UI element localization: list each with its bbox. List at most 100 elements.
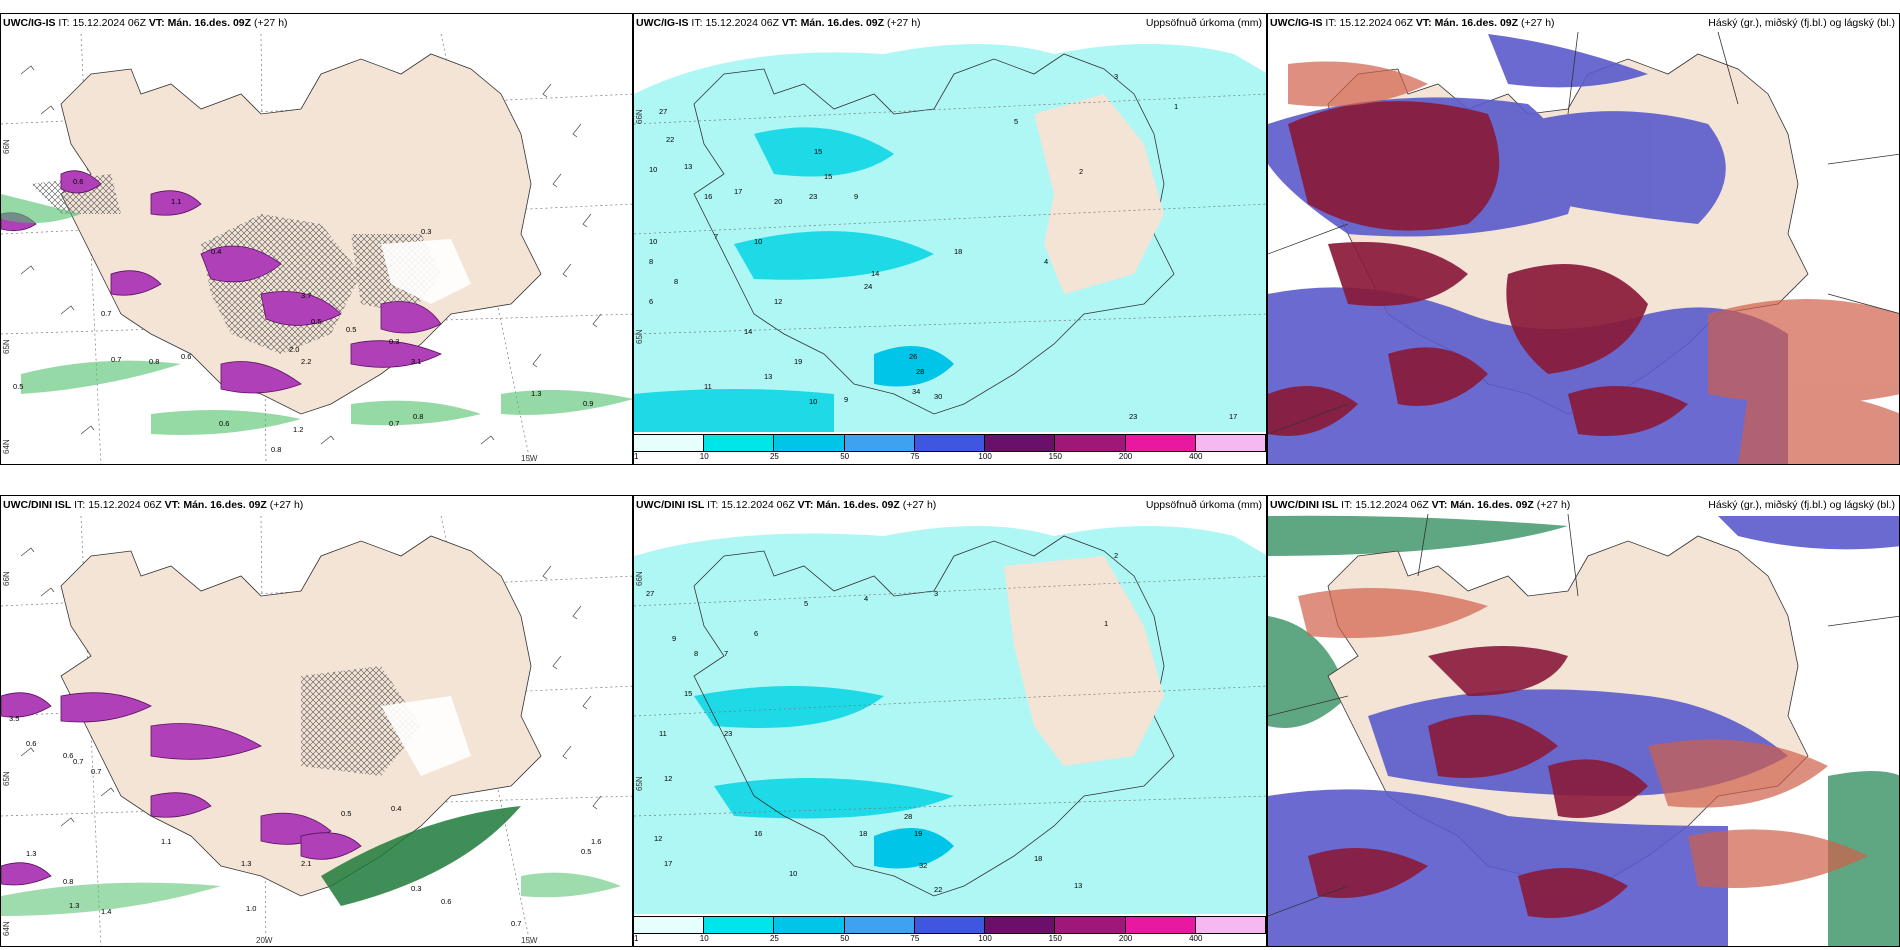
lat-label: 66N <box>635 571 644 586</box>
panel-header: UWC/DINI ISL IT: 15.12.2024 06Z VT: Mán.… <box>634 496 1266 514</box>
iceland-land <box>693 535 1175 897</box>
precip-value: 5 <box>1014 117 1018 126</box>
panel-title: Háský (gr.), miðský (fj.bl.) og lágský (… <box>1708 499 1895 511</box>
panel-header: UWC/IG-IS IT: 15.12.2024 06Z VT: Mán. 16… <box>1 14 632 32</box>
precip-value: 0.7 <box>511 919 521 928</box>
colorbar-tick-label: 10 <box>699 934 709 943</box>
colorbar-tick-label: 100 <box>978 934 992 943</box>
precip-value: 0.5 <box>13 382 23 391</box>
precip-value: 7 <box>724 649 728 658</box>
precip-value: 0.8 <box>413 412 423 421</box>
lead-time: (+27 h) <box>253 17 288 29</box>
precip-value: 2.1 <box>301 859 311 868</box>
precip-value: 0.5 <box>581 847 591 856</box>
colorbar-swatch <box>844 917 915 933</box>
colorbar-tick-label: 150 <box>1048 934 1063 943</box>
precip-value: 10 <box>649 165 657 174</box>
precip-value: 18 <box>1034 854 1042 863</box>
cloud-cover-map <box>1268 513 1899 946</box>
precip-value: 0.6 <box>26 739 36 748</box>
map-panel-top-middle: UWC/IG-IS IT: 15.12.2024 06Z VT: Mán. 16… <box>633 13 1267 465</box>
precip-value: 23 <box>724 729 732 738</box>
colorbar-tick-label: 75 <box>910 452 920 461</box>
precip-value: 1.3 <box>69 901 79 910</box>
precip-value: 18 <box>859 829 867 838</box>
vt-value: Mán. 16.des. 09Z <box>167 17 252 29</box>
colorbar-swatch <box>704 917 775 933</box>
precip-value: 0.8 <box>63 877 73 886</box>
lead-time: (+27 h) <box>1536 499 1571 511</box>
it-label: IT: <box>58 17 70 29</box>
colorbar-tick-label: 50 <box>840 452 850 461</box>
vt-label: VT: <box>148 17 165 29</box>
vt-label: VT: <box>164 499 181 511</box>
precip-value: 0.5 <box>341 809 351 818</box>
precip-value: 11 <box>704 382 712 391</box>
model-name: UWC/IG-IS <box>1270 17 1323 29</box>
precip-value: 10 <box>809 397 817 406</box>
precip-value: 1.2 <box>293 425 303 434</box>
model-name: UWC/IG-IS <box>3 17 56 29</box>
precip-value: 2.0 <box>289 345 299 354</box>
precip-value: 0.7 <box>73 757 83 766</box>
colorbar-tick-label: 75 <box>910 934 920 943</box>
precip-value: 12 <box>664 774 672 783</box>
map-panel-bottom-middle: UWC/DINI ISL IT: 15.12.2024 06Z VT: Mán.… <box>633 495 1267 947</box>
colorbar-tick-label: 10 <box>699 452 709 461</box>
precip-value: 34 <box>912 387 920 396</box>
precip-value: 0.3 <box>421 227 431 236</box>
precip-value: 1.3 <box>26 849 36 858</box>
precip-value: 19 <box>914 829 922 838</box>
precip-value: 1.1 <box>161 837 171 846</box>
vt-value: Mán. 16.des. 09Z <box>1450 499 1534 511</box>
colorbar-swatch <box>704 435 775 451</box>
vt-value: Mán. 16.des. 09Z <box>816 499 900 511</box>
colorbar-tick-label: 400 <box>1189 934 1203 943</box>
lat-label: 65N <box>2 771 11 786</box>
precip-colorbar: 1 10 25 50 75 100 150 200 400 <box>634 432 1266 464</box>
precip-value: 11 <box>659 729 667 738</box>
precip-value: 2.2 <box>301 357 311 366</box>
accumulated-precip-map: 27 22 10 13 16 17 20 23 15 10 8 9 7 10 8… <box>634 32 1266 434</box>
map-panel-top-right: UWC/IG-IS IT: 15.12.2024 06Z VT: Mán. 16… <box>1267 13 1900 465</box>
it-value: 15.12.2024 06Z <box>721 499 795 511</box>
panel-header: UWC/IG-IS IT: 15.12.2024 06Z VT: Mán. 16… <box>634 14 1266 32</box>
precip-value: 15 <box>824 172 832 181</box>
precip-value: 1.1 <box>171 197 181 206</box>
precip-value: 0.6 <box>219 419 229 428</box>
precip-value: 19 <box>794 357 802 366</box>
precip-value: 0.7 <box>111 355 121 364</box>
precip-value: 10 <box>754 237 762 246</box>
precip-value: 5 <box>804 599 808 608</box>
precip-value: 28 <box>904 812 912 821</box>
precip-value: 18 <box>954 247 962 256</box>
precip-value: 9 <box>854 192 858 201</box>
precip-value: 0.4 <box>211 247 221 256</box>
precip-value: 8 <box>649 257 653 266</box>
it-label: IT: <box>1325 17 1337 29</box>
colorbar-tick-label: 100 <box>978 452 992 461</box>
colorbar-swatch <box>634 917 705 933</box>
colorbar-labels: 1 10 25 50 75 100 150 200 400 <box>634 452 1266 464</box>
precip-value: 8 <box>674 277 678 286</box>
colorbar-swatch <box>1055 917 1126 933</box>
precip-value: 1.6 <box>591 837 601 846</box>
precip-value: 0.3 <box>389 337 399 346</box>
panel-header: UWC/IG-IS IT: 15.12.2024 06Z VT: Mán. 16… <box>1268 14 1899 32</box>
precip-value: 2 <box>1079 167 1083 176</box>
map-panel-bottom-right: UWC/DINI ISL IT: 15.12.2024 06Z VT: Mán.… <box>1267 495 1900 947</box>
cloud-cover-map <box>1268 31 1899 464</box>
colorbar-tick-label: 200 <box>1118 452 1133 461</box>
it-label: IT: <box>707 499 719 511</box>
lead-time: (+27 h) <box>886 17 921 29</box>
precip-value: 4 <box>1044 257 1048 266</box>
precip-value: 6 <box>754 629 758 638</box>
precip-value: 0.6 <box>73 177 83 186</box>
colorbar-tick-label: 25 <box>769 934 779 943</box>
it-value: 15.12.2024 06Z <box>1355 499 1429 511</box>
precip-value: 2 <box>1114 551 1118 560</box>
precip-value: 28 <box>916 367 924 376</box>
precip-value: 3 <box>1114 72 1118 81</box>
lat-label: 66N <box>2 139 11 154</box>
precip-value: 7 <box>714 232 718 241</box>
